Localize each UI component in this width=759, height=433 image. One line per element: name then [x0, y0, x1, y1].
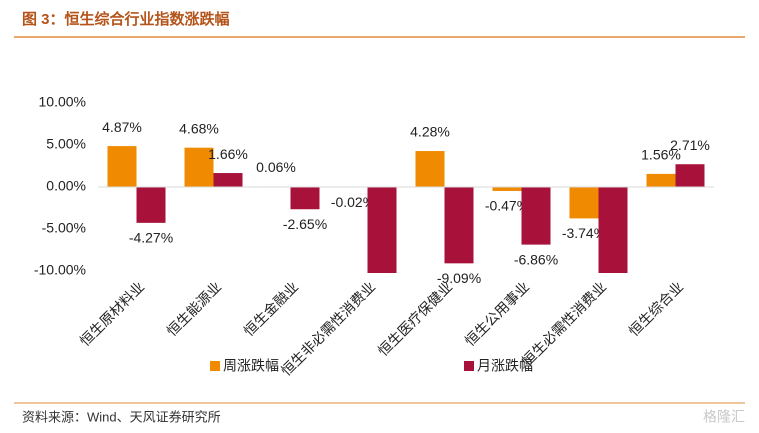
bar — [675, 164, 705, 187]
bar — [367, 186, 397, 273]
legend-swatch — [464, 361, 474, 371]
y-tick-label: 5.00% — [46, 136, 86, 152]
data-label: 4.28% — [410, 124, 450, 140]
bar — [415, 151, 445, 187]
x-tick-label: 恒生综合业 — [625, 278, 686, 339]
y-tick-label: -5.00% — [42, 220, 86, 236]
data-label: 1.66% — [208, 146, 248, 162]
data-label: -6.86% — [514, 251, 558, 267]
data-label: -3.74% — [562, 225, 606, 241]
chart-title: 图 3：恒生综合行业指数涨跌幅 — [22, 10, 230, 28]
x-tick-label: 恒生必需性消费业 — [519, 278, 610, 369]
data-label: 1.56% — [641, 147, 681, 163]
legend-label: 周涨跌幅 — [223, 358, 279, 374]
bar — [521, 186, 551, 245]
bar — [136, 186, 166, 223]
x-tick-label: 恒生医疗保健业 — [375, 278, 456, 359]
x-tick-label: 恒生能源业 — [163, 278, 224, 339]
bar — [569, 186, 599, 219]
bar — [107, 146, 137, 187]
data-label: -9.09% — [437, 270, 481, 286]
bar — [290, 186, 320, 210]
x-tick-label: 恒生金融业 — [240, 278, 301, 339]
bar — [444, 186, 474, 264]
data-label: 2.71% — [670, 137, 710, 153]
bar — [646, 173, 676, 187]
data-label: -0.02% — [331, 194, 375, 210]
y-tick-label: -10.00% — [34, 262, 86, 278]
data-label: 4.87% — [102, 119, 142, 135]
data-label: 4.68% — [179, 120, 219, 136]
y-tick-label: 0.00% — [46, 178, 86, 194]
data-label: 0.06% — [256, 159, 296, 175]
data-label: -4.27% — [129, 230, 173, 246]
bar — [598, 186, 628, 273]
y-tick-label: 10.00% — [39, 94, 86, 110]
bar — [492, 186, 522, 191]
data-label: -2.65% — [283, 216, 327, 232]
legend-swatch — [210, 361, 220, 371]
legend-label: 月涨跌幅 — [477, 358, 533, 374]
x-tick-label: 恒生公用事业 — [462, 278, 533, 349]
bar — [184, 147, 214, 187]
bar — [213, 173, 243, 187]
data-label: -0.47% — [485, 198, 529, 214]
watermark: 格隆汇 — [703, 409, 745, 425]
source: 资料来源：Wind、天风证券研究所 — [22, 409, 221, 424]
x-tick-label: 恒生原材料业 — [77, 278, 148, 349]
